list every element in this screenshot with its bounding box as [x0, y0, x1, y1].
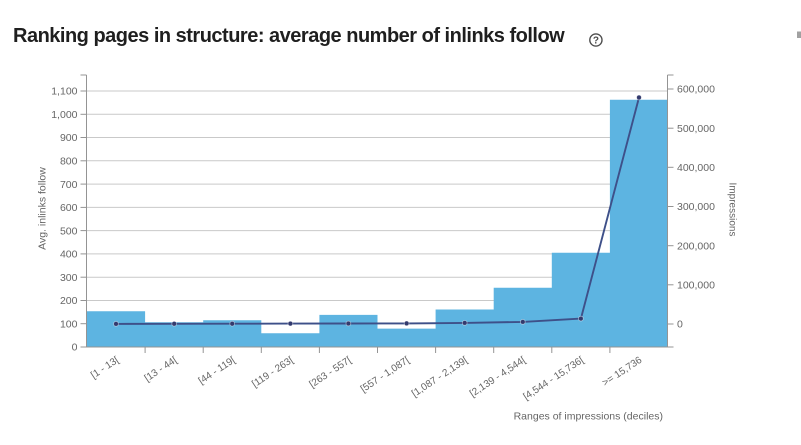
svg-text:200,000: 200,000 [677, 240, 715, 252]
svg-text:700: 700 [60, 179, 78, 191]
svg-text:[44 - 119[: [44 - 119[ [197, 355, 238, 387]
svg-text:[4,544 - 15,736[: [4,544 - 15,736[ [522, 355, 587, 403]
svg-text:[263 - 557[: [263 - 557[ [308, 355, 354, 391]
svg-text:900: 900 [60, 132, 78, 144]
svg-text:300,000: 300,000 [677, 201, 715, 213]
svg-text:600: 600 [60, 202, 78, 214]
svg-text:400,000: 400,000 [677, 162, 715, 174]
svg-text:[119 - 263[: [119 - 263[ [250, 355, 296, 390]
svg-text:?: ? [593, 35, 599, 46]
svg-text:Ranking pages in structure: av: Ranking pages in structure: average numb… [13, 25, 565, 47]
svg-text:[13 - 44[: [13 - 44[ [143, 355, 180, 385]
svg-text:Avg. inlinks follow: Avg. inlinks follow [37, 167, 49, 250]
svg-text:100: 100 [60, 318, 78, 330]
svg-text:300: 300 [60, 272, 78, 284]
svg-text:Impressions: Impressions [726, 183, 737, 237]
svg-text:500,000: 500,000 [677, 123, 715, 135]
svg-text:0: 0 [677, 319, 683, 331]
svg-text:>= 15,736: >= 15,736 [601, 355, 645, 389]
svg-text:500: 500 [60, 225, 78, 237]
svg-text:600,000: 600,000 [677, 84, 715, 96]
svg-text:0: 0 [72, 342, 78, 354]
svg-text:Ranges of impressions (deciles: Ranges of impressions (deciles) [514, 411, 663, 423]
svg-text:800: 800 [60, 156, 78, 168]
svg-text:[1,087 - 2,139[: [1,087 - 2,139[ [410, 355, 470, 400]
svg-text:100,000: 100,000 [677, 280, 715, 292]
svg-text:[1 - 13[: [1 - 13[ [89, 355, 121, 381]
svg-text:[2,139 - 4,544[: [2,139 - 4,544[ [468, 355, 528, 400]
svg-text:1,100: 1,100 [51, 86, 77, 98]
svg-text:200: 200 [60, 295, 78, 307]
svg-text:400: 400 [60, 249, 78, 261]
svg-text:[557 - 1,087[: [557 - 1,087[ [359, 355, 412, 395]
svg-text:1,000: 1,000 [51, 109, 77, 121]
